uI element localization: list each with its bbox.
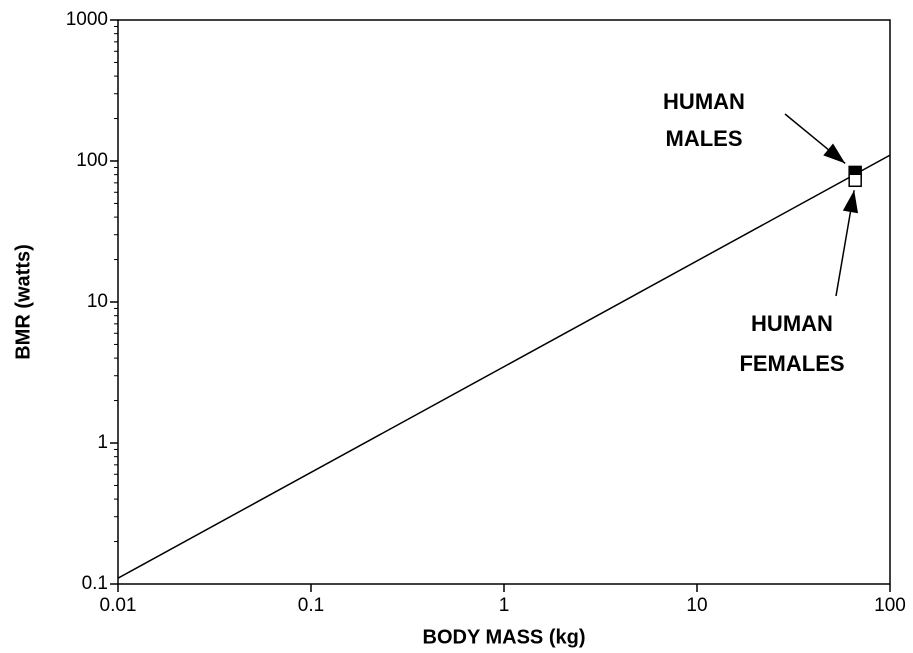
y-tick-label: 100 (76, 150, 108, 171)
plot-frame (117, 19, 891, 585)
x-tick-label: 100 (874, 595, 906, 616)
annotation-text: HUMAN (751, 311, 833, 336)
x-axis-label: BODY MASS (kg) (423, 626, 586, 648)
y-axis-label: BMR (watts) (12, 244, 34, 360)
x-tick-label: 1 (499, 595, 510, 616)
x-tick-label: 0.01 (100, 595, 137, 616)
y-tick-label: 1 (97, 432, 108, 453)
annotation-arrow (835, 190, 859, 297)
annotation-text: FEMALES (739, 351, 844, 376)
open-square-marker (848, 173, 862, 188)
x-tick-label: 0.1 (298, 595, 324, 616)
annotation-text: HUMAN (663, 89, 745, 114)
y-tick-label: 0.1 (82, 573, 108, 594)
y-tick-label: 1000 (66, 9, 108, 30)
x-tick-label: 10 (686, 595, 707, 616)
y-tick-label: 10 (87, 291, 108, 312)
annotation-text: MALES (666, 126, 743, 151)
regression-line (117, 154, 891, 579)
annotation-arrow (784, 113, 846, 164)
